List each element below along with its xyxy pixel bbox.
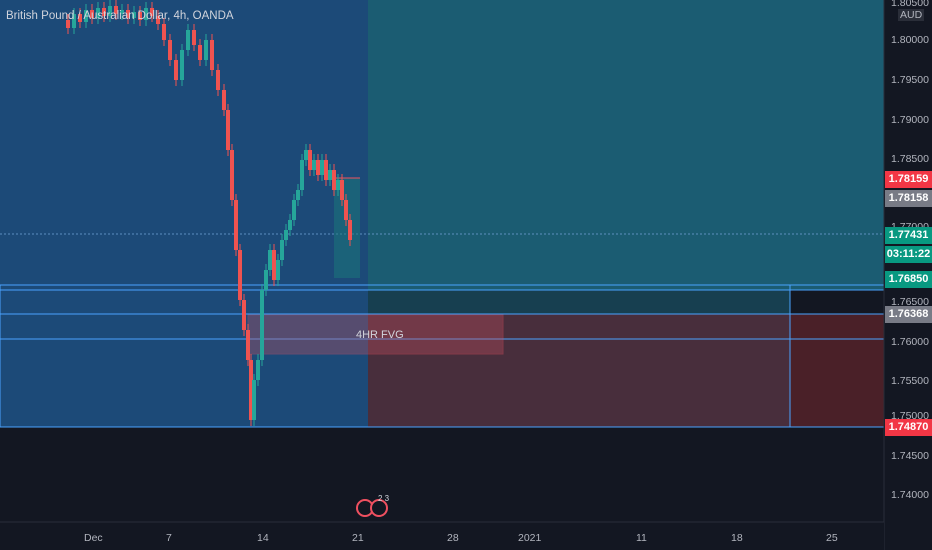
candle-body	[332, 170, 336, 190]
candle-body	[108, 6, 112, 16]
candle-body	[328, 170, 332, 180]
candle-body	[268, 250, 272, 270]
candle-body	[150, 8, 154, 16]
candle-body	[126, 10, 130, 18]
candle-body	[238, 250, 242, 300]
candle-body	[102, 8, 106, 16]
bar-countdown: 03:11:22	[885, 246, 932, 263]
candle-body	[296, 190, 300, 200]
candle-body	[144, 8, 148, 20]
price-tag-green: 1.76850	[885, 271, 932, 288]
event-badge[interactable]	[356, 499, 388, 517]
candle-body	[340, 180, 344, 200]
candle-body	[174, 60, 178, 80]
price-tick: 1.74500	[891, 450, 929, 462]
price-tick: 1.79000	[891, 114, 929, 126]
price-tick: 1.75500	[891, 375, 929, 387]
candle-body	[198, 45, 202, 60]
candle-body	[320, 160, 324, 175]
price-tick-partial: 1.80500	[891, 0, 929, 9]
candle-body	[276, 260, 280, 280]
candle-body	[120, 10, 124, 14]
price-tag-grey-2: 1.76368	[885, 306, 932, 323]
candle-body	[242, 300, 246, 330]
red-zone	[368, 314, 790, 427]
candle-body	[226, 110, 230, 150]
candle-body	[256, 360, 260, 380]
time-tick: 28	[447, 532, 459, 544]
candle-body	[204, 40, 208, 60]
candle-body	[222, 90, 226, 110]
event-badge-count: 2 3	[378, 494, 390, 503]
time-tick: 7	[166, 532, 172, 544]
candle-body	[308, 150, 312, 170]
candle-body	[234, 200, 238, 250]
price-tick: 1.74000	[891, 489, 929, 501]
candle-body	[260, 290, 264, 360]
candle-body	[252, 380, 256, 420]
time-tick: 11	[636, 532, 647, 544]
candle-body	[186, 30, 190, 50]
candle-body	[96, 8, 100, 18]
candle-body	[72, 14, 76, 28]
candle-body	[162, 24, 166, 40]
fvg-box[interactable]	[247, 314, 504, 355]
price-tick: 1.78500	[891, 153, 929, 165]
time-tick: 14	[257, 532, 269, 544]
candle-body	[138, 12, 142, 20]
time-tick: 25	[826, 532, 838, 544]
currency-label[interactable]: AUD	[898, 9, 925, 21]
candle-body	[292, 200, 296, 220]
candle-body	[264, 270, 268, 290]
candle-body	[90, 10, 94, 18]
candle-body	[246, 330, 250, 360]
candle-body	[84, 10, 88, 22]
candle-body	[272, 250, 276, 280]
candlestick-series	[66, 0, 352, 426]
price-tick: 1.79500	[891, 74, 929, 86]
price-tick: 1.80000	[891, 34, 929, 46]
candle-body	[336, 180, 340, 190]
price-tag-grey: 1.78158	[885, 190, 932, 207]
time-tick: Dec	[84, 532, 103, 544]
candle-body	[348, 220, 352, 240]
candle-body	[156, 16, 160, 24]
price-tag-red-2: 1.74870	[885, 419, 932, 436]
candle-body	[312, 160, 316, 170]
candle-body	[300, 160, 304, 190]
candle-body	[132, 12, 136, 18]
last-price-tag: 1.77431	[885, 227, 932, 244]
candle-body	[324, 160, 328, 180]
candle-body	[249, 360, 253, 420]
time-axis-bg	[0, 522, 884, 550]
candle-body	[284, 230, 288, 240]
time-tick: 18	[731, 532, 743, 544]
candle-body	[304, 150, 308, 160]
symbol-title[interactable]: British Pound / Australian Dollar, 4h, O…	[6, 10, 234, 22]
time-tick: 21	[352, 532, 364, 544]
candle-body	[192, 30, 196, 45]
candle-body	[230, 150, 234, 200]
red-zone-right	[790, 314, 884, 427]
candle-body	[288, 220, 292, 230]
demand-zone-box[interactable]	[0, 284, 791, 428]
teal-zone	[368, 0, 884, 290]
candle-body	[114, 6, 118, 14]
price-tick: 1.76000	[891, 336, 929, 348]
event-circle-2	[370, 499, 388, 517]
candle-body	[316, 160, 320, 175]
candle-body	[180, 50, 184, 80]
candle-body	[168, 40, 172, 60]
price-tag-red: 1.78159	[885, 171, 932, 188]
fvg-label[interactable]: 4HR FVG	[356, 329, 404, 341]
candle-body	[210, 40, 214, 70]
time-tick: 2021	[518, 532, 542, 544]
candle-body	[216, 70, 220, 90]
candle-body	[78, 14, 82, 22]
candle-body	[66, 20, 70, 28]
candle-body	[344, 200, 348, 220]
price-tick: 1.76500	[891, 296, 929, 308]
candle-body	[280, 240, 284, 260]
